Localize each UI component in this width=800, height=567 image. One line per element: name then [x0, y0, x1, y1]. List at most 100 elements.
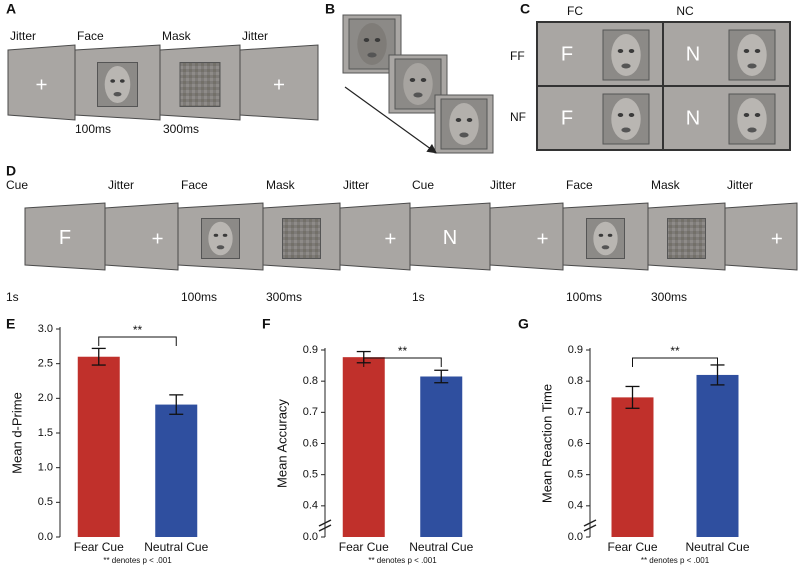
- duration: 100ms: [566, 290, 602, 304]
- frame-label: Mask: [162, 29, 192, 43]
- y-tick-label: 0.5: [303, 469, 318, 481]
- axis-break: [583, 524, 597, 532]
- arrow: [344, 86, 437, 154]
- face-oval: [611, 98, 641, 140]
- face-oval: [737, 34, 767, 76]
- face-eye: [743, 113, 750, 117]
- panel-label: C: [520, 1, 530, 17]
- frame-label: Jitter: [490, 178, 516, 192]
- face-eye: [119, 79, 125, 83]
- frame: [24, 202, 106, 271]
- frame-label: Cue: [412, 178, 434, 192]
- face-mouth: [413, 92, 423, 98]
- face-oval: [449, 103, 479, 145]
- cue-letter: F: [561, 43, 573, 65]
- frame-label: Face: [181, 178, 208, 192]
- y-tick-label: 0.6: [568, 437, 583, 449]
- x-tick-label: Fear Cue: [74, 540, 124, 554]
- face-eye: [374, 38, 381, 42]
- panel-label: F: [262, 316, 271, 332]
- y-tick-label: 0.0: [568, 531, 583, 543]
- face-eye: [607, 233, 613, 237]
- face-oval: [737, 98, 767, 140]
- frame-label: Mask: [651, 178, 681, 192]
- frame-label: Jitter: [727, 178, 753, 192]
- face-eye: [455, 118, 462, 122]
- y-tick-label: 0.6: [303, 437, 318, 449]
- bar: [420, 376, 463, 537]
- row-header: NF: [510, 110, 526, 124]
- footnote: ** denotes p < .001: [641, 556, 710, 565]
- footnote: ** denotes p < .001: [103, 556, 172, 565]
- bar: [696, 374, 739, 537]
- y-axis-label: Mean d-Prime: [9, 392, 24, 474]
- y-tick-label: 2.0: [38, 392, 53, 404]
- face-mouth: [367, 52, 377, 58]
- y-tick-label: 0.7: [568, 406, 583, 418]
- face-mouth: [747, 127, 757, 133]
- panel-label: A: [6, 1, 16, 17]
- face-eye: [466, 118, 473, 122]
- bar: [611, 397, 654, 537]
- panel-label: G: [518, 316, 529, 332]
- significance-label: **: [670, 344, 680, 358]
- panel-label: E: [6, 316, 15, 332]
- duration: 1s: [6, 290, 19, 304]
- bar: [155, 404, 198, 537]
- frame: [339, 202, 411, 271]
- face-oval: [593, 221, 618, 256]
- y-axis-label: Mean Reaction Time: [539, 384, 554, 503]
- frame-label: Jitter: [242, 29, 268, 43]
- y-tick-label: 0.4: [568, 500, 583, 512]
- y-tick-label: 0.8: [303, 375, 318, 387]
- cue-letter: N: [443, 227, 457, 249]
- axis-break: [318, 519, 332, 527]
- y-tick-label: 0.7: [303, 406, 318, 418]
- y-tick-label: 0.8: [568, 375, 583, 387]
- x-tick-label: Neutral Cue: [685, 540, 749, 554]
- face-eye: [617, 49, 624, 53]
- mask-image: [282, 218, 321, 259]
- axis-break: [318, 524, 332, 532]
- y-tick-label: 2.5: [38, 358, 53, 370]
- panel-label: D: [6, 163, 16, 179]
- mask-image: [667, 218, 706, 259]
- face-eye: [222, 233, 228, 237]
- y-tick-label: 0.9: [303, 344, 318, 356]
- y-tick-label: 0.5: [38, 496, 53, 508]
- face-eye: [628, 113, 635, 117]
- significance-bracket: [632, 357, 718, 367]
- cue-letter: N: [686, 43, 700, 65]
- x-tick-label: Fear Cue: [607, 540, 657, 554]
- x-tick-label: Fear Cue: [339, 540, 389, 554]
- x-tick-label: Neutral Cue: [409, 540, 473, 554]
- footnote: ** denotes p < .001: [368, 556, 437, 565]
- bar: [77, 356, 120, 537]
- cue-letter: F: [59, 227, 71, 249]
- face-eye: [617, 113, 624, 117]
- face-eye: [110, 79, 116, 83]
- face-mouth: [621, 63, 631, 69]
- face-eye: [363, 38, 370, 42]
- frame: [409, 202, 491, 271]
- frame-label: Cue: [6, 178, 28, 192]
- duration: 300ms: [651, 290, 687, 304]
- frame: [489, 202, 564, 271]
- face-oval: [104, 66, 131, 103]
- axis-break: [583, 519, 597, 527]
- face-eye: [754, 49, 761, 53]
- face-oval: [403, 63, 433, 105]
- y-tick-label: 0.4: [303, 500, 318, 512]
- frame-label: Jitter: [10, 29, 36, 43]
- duration: 1s: [412, 290, 425, 304]
- row-header: FF: [510, 49, 525, 63]
- y-tick-label: 1.0: [38, 462, 53, 474]
- duration: 300ms: [266, 290, 302, 304]
- column-header: FC: [567, 4, 583, 18]
- y-tick-label: 0.0: [38, 531, 53, 543]
- face-eye: [628, 49, 635, 53]
- panel-label: B: [325, 1, 335, 17]
- significance-bracket: [98, 336, 177, 346]
- face-mouth: [621, 127, 631, 133]
